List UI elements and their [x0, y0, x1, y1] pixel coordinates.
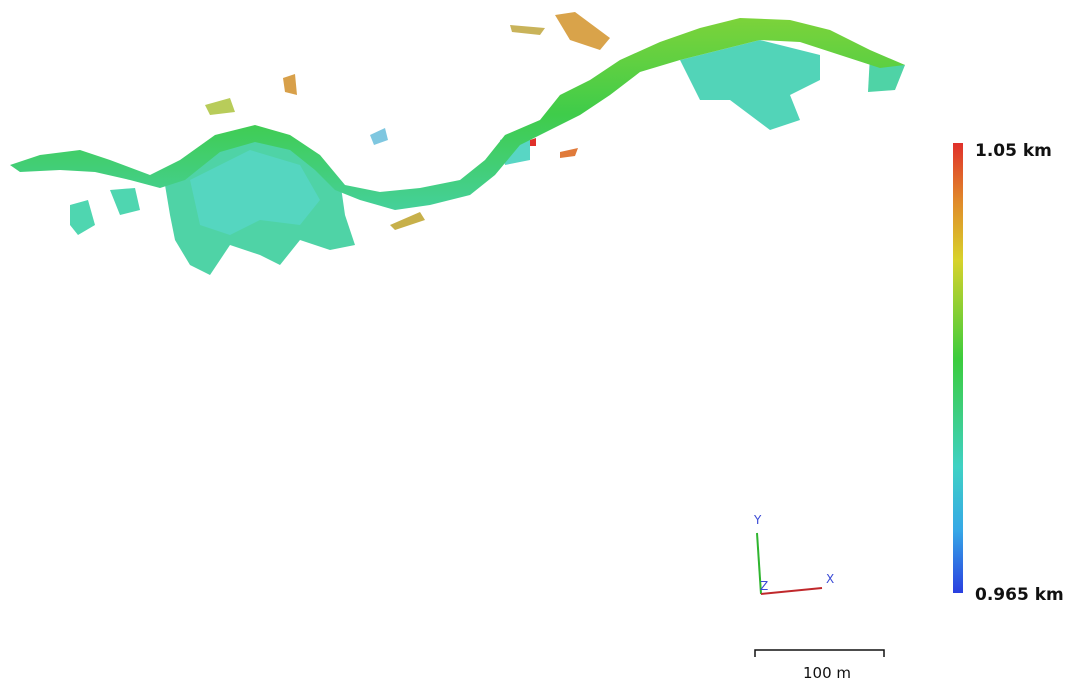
terrain-patch [370, 128, 388, 145]
terrain-patch [510, 25, 545, 35]
terrain-patch [70, 200, 95, 235]
x-axis-line [761, 588, 822, 594]
terrain-patch [110, 188, 140, 215]
color-legend: 1.05 km 0.965 km [953, 141, 1064, 605]
x-axis-label: X [826, 572, 834, 586]
legend-max-label: 1.05 km [975, 141, 1052, 161]
terrain-patch [205, 98, 235, 115]
y-axis-label: Y [753, 513, 762, 527]
legend-min-label: 0.965 km [975, 585, 1064, 605]
terrain-patch [283, 74, 297, 95]
color-bar [953, 143, 963, 593]
point-cloud [10, 12, 905, 275]
terrain-patch [555, 12, 610, 50]
scale-bar: 100 m [755, 650, 884, 682]
map-view: 1.05 km 0.965 km Y X Z 100 m [0, 0, 1078, 686]
scale-label: 100 m [803, 664, 851, 682]
terrain-patch [390, 212, 425, 230]
axis-triad: Y X Z [753, 513, 834, 594]
z-axis-label: Z [760, 579, 768, 593]
scale-line [755, 650, 884, 657]
terrain-patch [560, 148, 578, 158]
